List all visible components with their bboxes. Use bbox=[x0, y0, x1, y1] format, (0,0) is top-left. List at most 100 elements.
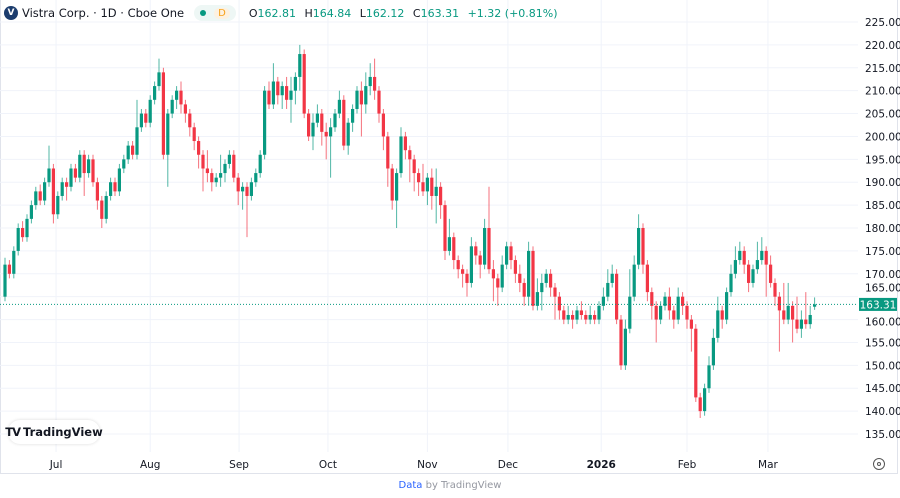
open-value: 162.81 bbox=[257, 6, 296, 20]
candle-body bbox=[205, 168, 209, 174]
candle bbox=[637, 214, 641, 270]
candle bbox=[478, 250, 482, 279]
candle-body bbox=[320, 113, 324, 132]
candle-body bbox=[139, 113, 143, 128]
candle-body bbox=[650, 292, 654, 306]
candle bbox=[469, 237, 473, 288]
candle-body bbox=[214, 177, 218, 183]
candle bbox=[408, 145, 412, 183]
candle bbox=[21, 221, 25, 242]
candle bbox=[465, 269, 469, 297]
candle bbox=[293, 72, 297, 105]
candle-body bbox=[584, 314, 588, 320]
candle bbox=[157, 58, 161, 91]
candle bbox=[73, 163, 77, 183]
candle bbox=[641, 223, 645, 274]
candle-body bbox=[329, 127, 333, 137]
candle-body bbox=[676, 296, 680, 320]
candle bbox=[791, 301, 795, 343]
candle-body bbox=[632, 264, 636, 297]
candle-body bbox=[597, 305, 601, 320]
candle bbox=[377, 86, 381, 123]
low-value: 162.12 bbox=[365, 6, 405, 20]
candle-body bbox=[531, 250, 535, 306]
candle-body bbox=[3, 264, 7, 297]
candle bbox=[214, 173, 218, 187]
candle bbox=[95, 177, 99, 210]
candle bbox=[131, 141, 135, 160]
candle-body bbox=[249, 182, 253, 196]
candle bbox=[223, 159, 227, 183]
low-label: L bbox=[359, 6, 366, 20]
candle bbox=[232, 150, 236, 183]
candle bbox=[47, 145, 51, 187]
candle bbox=[38, 184, 42, 206]
candle-body bbox=[285, 86, 289, 100]
candle-body bbox=[465, 273, 469, 283]
candle bbox=[782, 282, 786, 325]
candle bbox=[645, 260, 649, 302]
market-status-badge[interactable]: D bbox=[194, 5, 236, 21]
candle-body bbox=[298, 54, 302, 77]
price-axis[interactable]: 225.00 220.00 215.00 210.00 205.00 200.00 195.… bbox=[865, 17, 900, 441]
candle-body bbox=[65, 182, 69, 187]
candle-body bbox=[91, 159, 95, 183]
candle bbox=[584, 310, 588, 325]
candle bbox=[703, 383, 707, 416]
candle-body bbox=[760, 250, 764, 261]
gear-icon[interactable] bbox=[873, 458, 885, 470]
candle bbox=[663, 292, 667, 311]
candle bbox=[650, 287, 654, 320]
price-tick-label: 175.00 bbox=[865, 246, 900, 258]
candle bbox=[430, 168, 434, 210]
price-tick-label: 195.00 bbox=[865, 154, 900, 166]
price-tick-label: 205.00 bbox=[865, 109, 900, 121]
time-tick-label: Mar bbox=[758, 459, 778, 471]
candle-body bbox=[25, 218, 29, 238]
candle bbox=[144, 108, 148, 128]
candle bbox=[403, 131, 407, 160]
candle-body bbox=[474, 246, 478, 256]
candle bbox=[298, 44, 302, 91]
candle-body bbox=[21, 228, 25, 238]
candle bbox=[197, 136, 201, 169]
data-link[interactable]: Data bbox=[398, 480, 423, 491]
candle-body bbox=[161, 72, 165, 155]
candle-body bbox=[733, 260, 737, 274]
candle bbox=[667, 287, 671, 320]
candle bbox=[302, 49, 306, 119]
last-price-label: 163.31 bbox=[860, 299, 897, 311]
candle bbox=[769, 255, 773, 288]
candle-body bbox=[562, 310, 566, 320]
candle bbox=[804, 292, 808, 329]
price-tick-label: 150.00 bbox=[865, 360, 900, 372]
candle bbox=[549, 269, 553, 297]
candle bbox=[342, 95, 346, 151]
candle bbox=[87, 154, 91, 178]
candle-body bbox=[16, 228, 20, 251]
candle bbox=[65, 177, 69, 201]
candle-body bbox=[60, 182, 64, 196]
candle bbox=[386, 131, 390, 187]
candle-body bbox=[601, 296, 605, 306]
symbol-title[interactable]: Vistra Corp. · 1D · Cboe One bbox=[22, 6, 185, 20]
candle bbox=[606, 269, 610, 302]
candle-body bbox=[346, 122, 350, 146]
candle bbox=[227, 150, 231, 169]
candle-body bbox=[373, 76, 377, 91]
candle bbox=[808, 305, 812, 329]
price-tick-label: 190.00 bbox=[865, 177, 900, 189]
candle bbox=[236, 173, 240, 206]
candle-body bbox=[659, 305, 663, 320]
candle-body bbox=[425, 177, 429, 192]
tradingview-logo[interactable]: TV TradingView bbox=[5, 420, 103, 444]
candle-body bbox=[808, 314, 812, 325]
candle bbox=[245, 182, 249, 238]
candle bbox=[676, 287, 680, 325]
candlestick-chart[interactable]: 225.00 220.00 215.00 210.00 205.00 200.00 195.… bbox=[0, 0, 900, 474]
time-axis[interactable]: Jul Aug Sep Oct Nov Dec 2026 Feb Mar bbox=[49, 459, 779, 471]
candle-body bbox=[439, 186, 443, 206]
candle bbox=[588, 305, 592, 325]
candle-body bbox=[764, 250, 768, 265]
candle-body bbox=[571, 314, 575, 320]
